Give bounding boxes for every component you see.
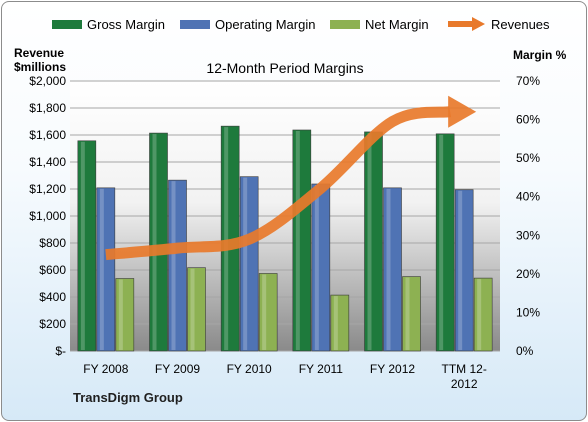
right-tick-label: 10% [516,305,540,319]
legend-label-operating-margin: Operating Margin [215,16,316,32]
gross-margin-bar-highlight [224,127,229,350]
legend-swatch-gross-margin [52,19,82,29]
net-margin-bar [330,294,350,352]
operating-margin-bar [168,179,187,352]
gross-margin-bar [149,132,168,352]
gross-margin-bar [292,129,312,352]
revenue-line [105,95,477,261]
right-tick-label: 0% [516,344,534,358]
net-margin-bar [473,277,493,352]
operating-margin-bar-highlight [458,190,463,350]
x-axis-ticks: FY 2008 FY 2009 FY 2010 FY 2011 FY 2012 TTM 1… [83,362,487,391]
operating-margin-bar-highlight [386,188,391,350]
left-tick-label: $1,000 [29,209,66,223]
legend-swatch-operating-margin [180,19,210,29]
net-margin-bar-highlight [262,274,267,350]
gross-margin-bar-highlight [80,141,85,350]
legend-label-revenues: Revenues [491,16,550,32]
gross-margin-bar-highlight [439,134,444,350]
net-margin-bar-highlight [477,279,482,350]
left-tick-label: $1,200 [29,182,66,196]
legend-label-gross-margin: Gross Margin [87,16,166,32]
gross-margin-bar-highlight [295,130,300,350]
left-axis-title-line2: $millions [14,60,67,74]
gross-margin-bar-highlight [152,134,157,350]
net-margin-bar [115,278,135,352]
operating-margin-bar-highlight [314,184,319,350]
x-tick-label: FY 2012 [370,362,415,376]
revenue-line-path [105,106,452,261]
left-tick-label: $600 [39,263,66,277]
legend-swatch-net-margin [330,19,360,29]
gross-margin-bar [77,140,97,352]
left-tick-label: $1,600 [29,128,66,142]
x-tick-label: FY 2011 [299,362,344,376]
operating-margin-bar [454,189,474,352]
operating-margin-bar [96,187,116,352]
gross-margin-bar [435,133,455,352]
operating-margin-bar [239,176,259,352]
x-tick-label: TTM 12- [441,362,486,376]
right-tick-label: 20% [516,267,540,281]
operating-margin-bar-highlight [243,177,248,350]
right-tick-label: 60% [516,113,540,127]
gross-margin-bar [364,131,383,352]
legend-item-gross-margin: Gross Margin [52,14,165,34]
chart-legend: Gross Margin Operating Margin Net Margin… [0,14,588,34]
left-axis-title: Revenue $millions [14,46,66,74]
net-margin-bar-highlight [405,277,410,350]
left-tick-label: $2,000 [29,74,66,88]
left-axis-title-line1: Revenue [14,46,65,60]
legend-item-operating-margin: Operating Margin [180,14,315,34]
gross-margin-bar-highlight [367,132,372,350]
left-tick-label: $1,400 [29,155,66,169]
legend-item-net-margin: Net Margin [330,14,429,34]
left-tick-label: $800 [39,236,66,250]
right-tick-label: 30% [516,228,540,242]
right-axis-title: Margin % [513,48,567,62]
left-tick-label: $200 [39,317,66,331]
right-tick-label: 40% [516,190,540,204]
right-tick-label: 50% [516,151,540,165]
left-tick-label: $1,800 [29,101,66,115]
net-margin-bar [402,276,421,352]
net-margin-bar-highlight [333,296,338,350]
x-tick-label: FY 2008 [83,362,128,376]
net-margin-bar [258,273,278,352]
x-tick-label: 2012 [451,377,478,391]
x-tick-label: FY 2010 [227,362,272,376]
bars [77,125,493,352]
x-tick-label: FY 2009 [155,362,200,376]
company-name: TransDigm Group [73,390,183,405]
right-tick-label: 70% [516,74,540,88]
operating-margin-bar-highlight [99,188,104,350]
operating-margin-bar [311,183,331,352]
legend-arrow-revenues [448,17,485,31]
revenue-arrowhead [448,95,477,128]
operating-margin-bar [383,187,402,352]
left-tick-label: $- [55,344,66,358]
chart-title: 12-Month Period Margins [206,60,364,76]
net-margin-bar-highlight [190,268,195,350]
right-axis-ticks: 0% 10% 20% 30% 40% 50% 60% 70% [516,74,540,358]
net-margin-bar-highlight [118,279,123,350]
left-axis-ticks: $- $200 $400 $600 $800 $1,000 $1,200 $1,400 $1,6… [29,74,66,358]
legend-item-revenues: Revenues [446,14,550,34]
legend-label-net-margin: Net Margin [365,16,429,32]
net-margin-bar [187,267,206,352]
left-tick-label: $400 [39,290,66,304]
operating-margin-bar-highlight [171,181,176,350]
